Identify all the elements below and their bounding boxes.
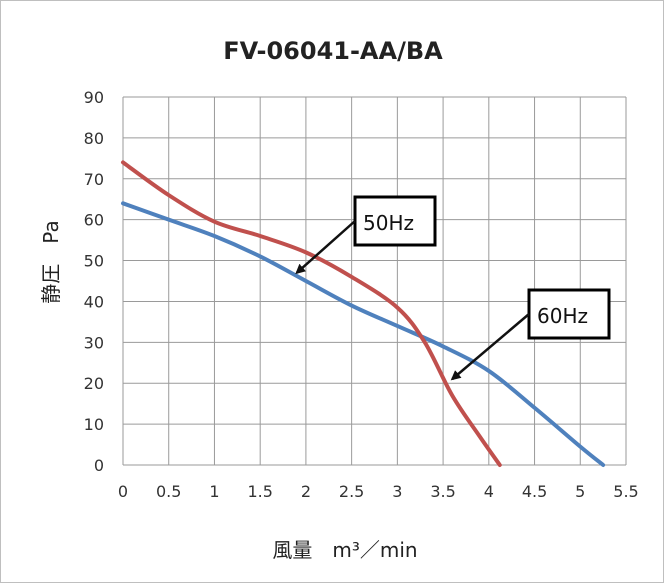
y-axis-label: 静圧 Pa [39,220,63,303]
annotation-arrow [450,313,530,381]
y-tick-label: 40 [84,292,104,311]
series-lines [121,160,606,467]
annotation-arrow [295,220,356,275]
x-tick-label: 2.5 [339,482,364,501]
chart-title: FV-06041-AA/BA [223,37,443,65]
y-tick-label: 30 [84,333,104,352]
x-tick-label: 0.5 [156,482,181,501]
x-tick-label: 3.5 [430,482,455,501]
y-tick-label: 50 [84,252,104,271]
y-tick-label: 80 [84,129,104,148]
y-tick-label: 70 [84,170,104,189]
y-tick-label: 60 [84,211,104,230]
series-line-2 [121,160,502,467]
x-tick-label: 4 [484,482,494,501]
annotation-label: 60Hz [537,304,588,328]
x-tick-label: 5.5 [613,482,638,501]
x-tick-label: 1.5 [247,482,272,501]
x-tick-label: 1 [209,482,219,501]
y-tick-label: 0 [94,456,104,475]
x-tick-label: 3 [392,482,402,501]
annotations: 50Hz 60Hz [295,195,611,381]
x-axis-label: 風量 m³／min [272,538,417,562]
x-tick-label: 0 [118,482,128,501]
y-tick-label: 10 [84,415,104,434]
x-tick-label: 5 [575,482,585,501]
annotation-label: 50Hz [363,211,414,235]
y-tick-label: 90 [84,88,104,107]
axis-ticks: 0 0.5 1 1.5 2 2.5 3 3.5 4 4.5 5 5.5 0 10 20 30 40 50 60 70 8… [84,88,639,501]
grid-lines [122,96,627,466]
y-tick-label: 20 [84,374,104,393]
x-tick-label: 2 [301,482,311,501]
x-tick-label: 4.5 [522,482,547,501]
series-line-1 [121,201,606,467]
